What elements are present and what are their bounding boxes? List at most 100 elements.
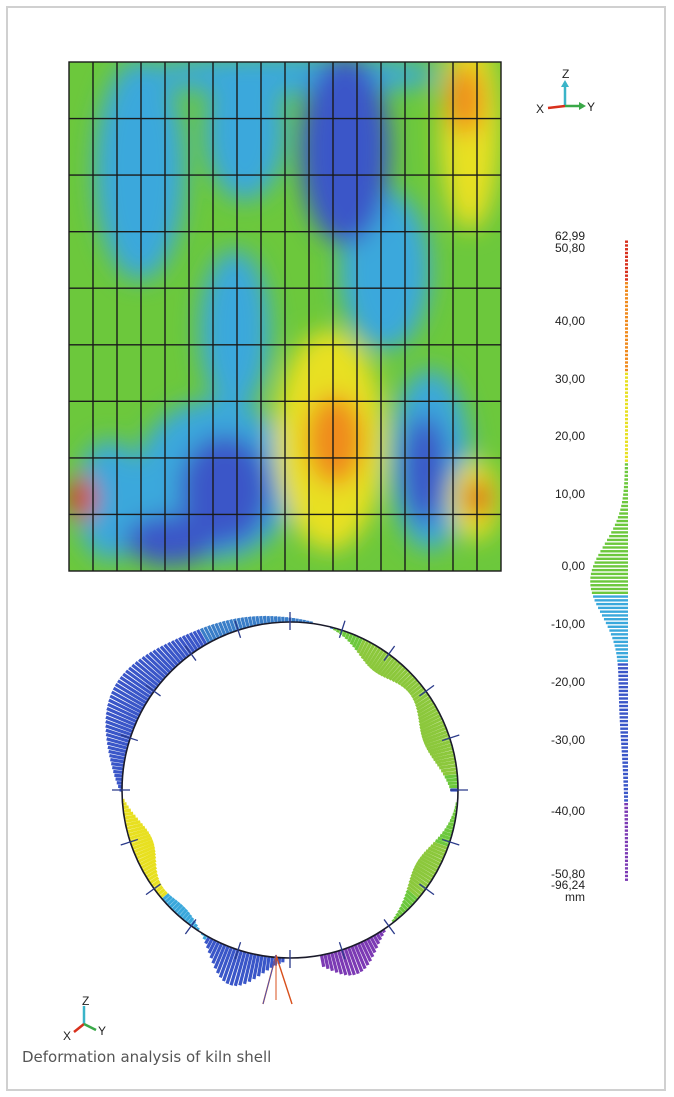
ring-tick [419, 684, 435, 697]
deformation-ray [417, 707, 438, 721]
deformation-ray [137, 658, 164, 682]
scale-label: -96,24 [551, 878, 585, 892]
ring-tick [419, 883, 435, 896]
scale-bar [625, 349, 628, 353]
scale-bar [625, 293, 628, 296]
scale-bar [624, 867, 628, 870]
deformation-ray [131, 663, 160, 687]
scale-bar [621, 750, 628, 753]
deformation-ray [229, 950, 243, 986]
deformation-ray [420, 723, 446, 737]
deformation-ray [337, 950, 348, 976]
deformation-ray [316, 955, 322, 966]
scale-bar [612, 636, 628, 640]
scale-bar [624, 406, 628, 410]
scale-bar [624, 795, 628, 798]
scale-bar [616, 655, 628, 659]
deformation-ray [145, 653, 169, 677]
scale-bar [621, 504, 628, 508]
scale-bar [624, 836, 628, 840]
deformation-ray [333, 951, 343, 975]
scale-bar [618, 674, 628, 678]
deformation-ray [209, 941, 220, 959]
ring-tick [234, 620, 242, 639]
deformation-ray [269, 956, 275, 968]
deformation-ray [251, 616, 257, 627]
deformation-ray [157, 888, 166, 896]
scale-bar [613, 527, 628, 530]
deformation-ray [411, 687, 425, 699]
scale-bar [616, 519, 628, 523]
scale-label: -30,00 [551, 733, 585, 747]
axis-top-z-label: Z [562, 67, 569, 81]
deformation-ray [108, 698, 141, 717]
deformation-ray [145, 869, 158, 879]
scale-label: 62,99 [555, 229, 585, 243]
deformation-ray [166, 897, 176, 907]
deformation-ray [407, 681, 421, 694]
scale-bar [621, 500, 628, 504]
deformation-ray [247, 953, 257, 983]
ring-tick [145, 684, 161, 697]
scale-bar [596, 557, 628, 561]
scale-bar [623, 787, 628, 791]
scale-bar [624, 421, 628, 425]
scale-bar [623, 485, 628, 489]
deformation-ray [148, 651, 172, 674]
scale-bar [625, 240, 628, 243]
deformation-ray [446, 777, 458, 782]
scale-label: 10,00 [555, 487, 585, 501]
deformation-ray [430, 844, 447, 854]
deformation-ray [112, 686, 146, 708]
ring-tick [120, 838, 139, 846]
scale-bar [599, 610, 628, 613]
deformation-ray [112, 765, 124, 771]
deformation-ray [438, 763, 457, 770]
scale-bar [624, 436, 628, 440]
deformation-heatmap [68, 61, 502, 572]
deformation-ray [174, 638, 190, 658]
deformation-ray [423, 851, 443, 863]
ring-tick [383, 645, 396, 661]
deformation-ray [168, 899, 179, 909]
deformation-ray [126, 823, 144, 830]
scale-bar [624, 429, 628, 432]
deformation-ray [207, 939, 217, 954]
scale-bar [617, 663, 628, 666]
deformation-ray [400, 902, 409, 912]
deformation-ray [105, 719, 134, 733]
deformation-ray [151, 879, 161, 888]
deformation-ray [429, 746, 454, 756]
deformation-ray [167, 641, 185, 662]
deformation-ray [435, 756, 456, 764]
deformation-ray [415, 861, 437, 876]
scale-bar [625, 251, 628, 255]
scale-bar [621, 753, 628, 757]
scale-bar [617, 667, 628, 670]
deformation-ray [106, 707, 138, 724]
deformation-ray [134, 661, 162, 685]
axis-triad-top-icon: Z X Y [536, 67, 595, 116]
deformation-ray [349, 634, 357, 645]
deformation-ray [371, 651, 388, 672]
deformation-ray [379, 657, 396, 677]
scale-bar [598, 553, 628, 557]
deformation-ray [319, 954, 326, 968]
deformation-ray [437, 760, 456, 767]
deformation-ray [369, 649, 385, 670]
scale-bar [623, 772, 628, 776]
ring-tick [145, 883, 161, 896]
scale-bar [624, 467, 628, 470]
deformation-ray [418, 713, 442, 728]
deformation-ray [242, 953, 254, 985]
scale-bar [611, 531, 628, 534]
ring-tick [120, 734, 139, 742]
scale-bar [620, 508, 628, 511]
scale-bar [607, 538, 628, 542]
scale-label: -20,00 [551, 675, 585, 689]
deformation-ray [199, 627, 211, 644]
scale-bar [614, 644, 628, 647]
deformation-ray [375, 932, 383, 941]
scale-label: 40,00 [555, 314, 585, 328]
deformation-ray [187, 916, 195, 925]
